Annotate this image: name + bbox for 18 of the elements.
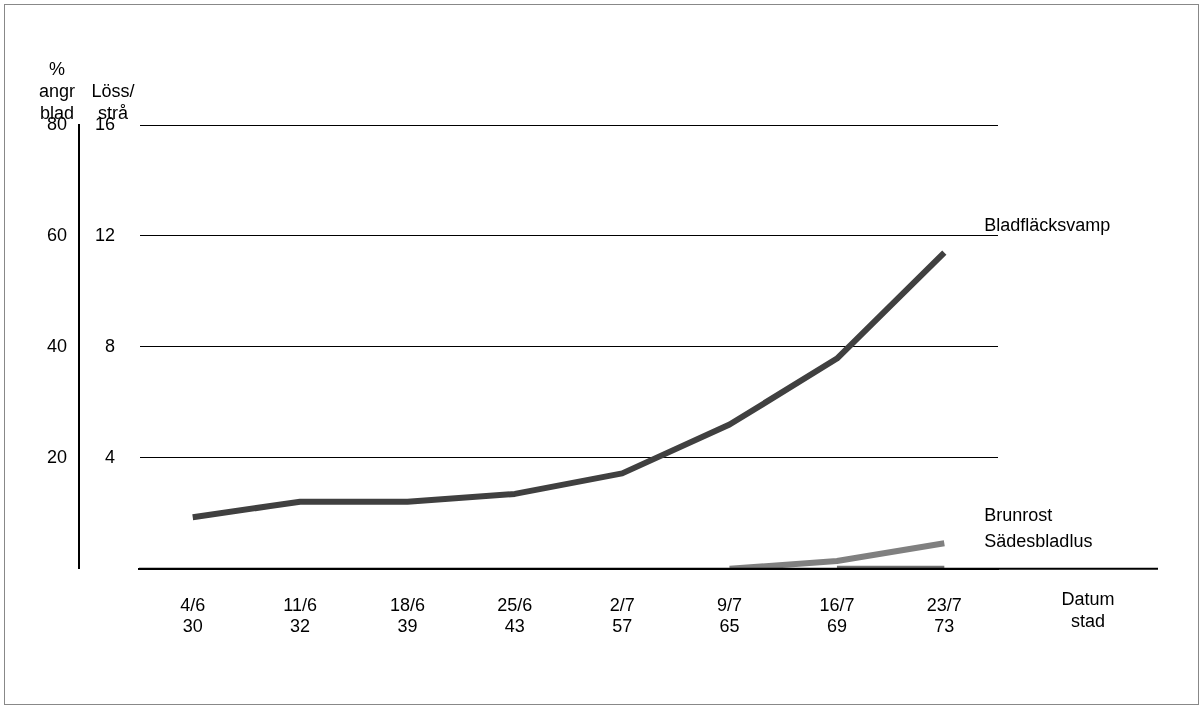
y2-tick-label: 8 xyxy=(105,335,116,356)
text: Brunrost xyxy=(984,505,1053,526)
text: Sädesbladlus xyxy=(984,530,1093,551)
y-tick-label: 20 xyxy=(46,446,68,467)
x-axis-title: Datum stad xyxy=(1061,588,1115,631)
x-tick-label: 16/7 69 xyxy=(819,594,855,637)
x-tick-label: 25/6 43 xyxy=(497,594,533,637)
y-tick-label: 40 xyxy=(46,335,68,356)
x-tick-label: 18/6 39 xyxy=(389,594,425,637)
text: Bladfläcksvamp xyxy=(984,214,1111,235)
y-tick-label: 60 xyxy=(46,224,68,245)
y2-tick-label: 12 xyxy=(95,224,116,245)
x-tick-label: 11/6 32 xyxy=(283,594,317,637)
x-tick-label: 2/7 57 xyxy=(609,594,635,637)
x-tick-label: 23/7 73 xyxy=(926,594,962,637)
y2-tick-label: 4 xyxy=(105,446,116,467)
x-tick-label: 4/6 30 xyxy=(180,594,206,637)
x-tick-label: 9/7 65 xyxy=(717,594,743,637)
